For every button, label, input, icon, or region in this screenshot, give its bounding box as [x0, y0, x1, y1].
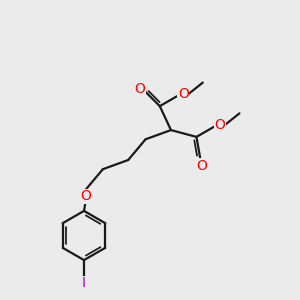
- Text: I: I: [82, 276, 86, 290]
- Text: O: O: [214, 118, 225, 132]
- Text: O: O: [196, 159, 207, 173]
- Text: O: O: [178, 87, 189, 101]
- Text: O: O: [80, 190, 91, 203]
- Text: O: O: [135, 82, 146, 96]
